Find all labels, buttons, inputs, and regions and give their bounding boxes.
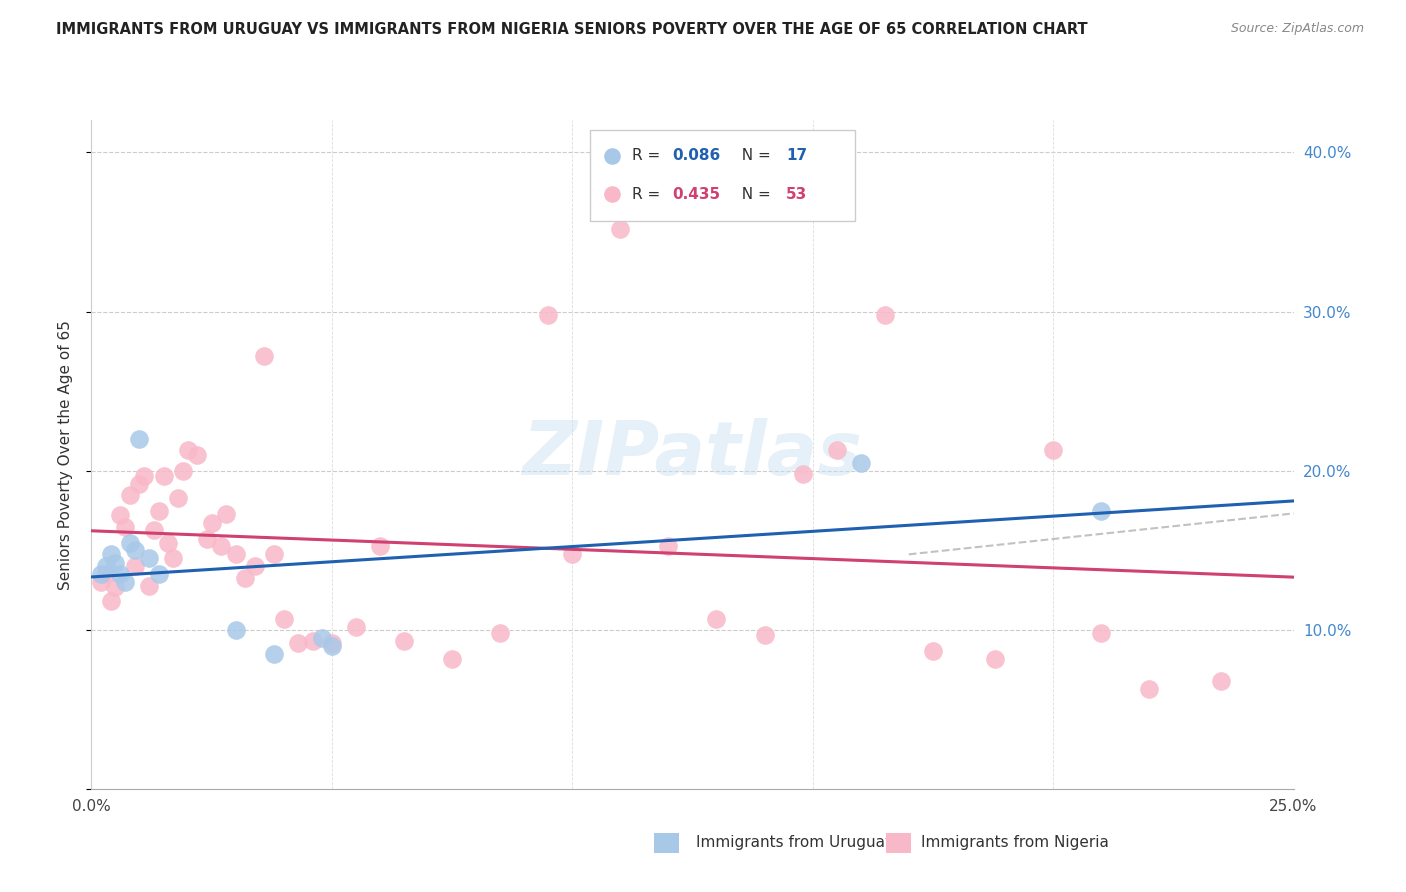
Point — [311, 631, 333, 645]
Point — [225, 547, 247, 561]
Point — [537, 308, 560, 322]
Point — [344, 620, 367, 634]
Point — [706, 612, 728, 626]
Point — [167, 491, 190, 505]
Y-axis label: Seniors Poverty Over the Age of 65: Seniors Poverty Over the Age of 65 — [58, 320, 73, 590]
Point — [1211, 674, 1233, 689]
Point — [186, 448, 208, 462]
Point — [142, 523, 165, 537]
Point — [225, 623, 247, 637]
Text: R =: R = — [633, 186, 665, 202]
Point — [110, 508, 132, 523]
Point — [114, 575, 136, 590]
Point — [849, 456, 872, 470]
Point — [873, 308, 896, 322]
Point — [128, 476, 150, 491]
Point — [152, 468, 174, 483]
Point — [100, 547, 122, 561]
Point — [321, 639, 343, 653]
Point — [176, 443, 198, 458]
Point — [157, 535, 180, 549]
Point — [110, 567, 132, 582]
Point — [90, 575, 112, 590]
Point — [368, 539, 391, 553]
Point — [162, 551, 184, 566]
Point — [172, 464, 194, 478]
Text: N =: N = — [733, 148, 776, 163]
Point — [392, 634, 415, 648]
Point — [148, 503, 170, 517]
Point — [1090, 626, 1112, 640]
Point — [489, 626, 512, 640]
Text: Immigrants from Nigeria: Immigrants from Nigeria — [921, 836, 1109, 850]
Point — [90, 567, 112, 582]
Text: 53: 53 — [786, 186, 807, 202]
Point — [440, 652, 463, 666]
Point — [922, 644, 945, 658]
Point — [609, 221, 631, 235]
Point — [138, 578, 160, 592]
Point — [243, 559, 266, 574]
Point — [561, 547, 583, 561]
Point — [263, 647, 285, 661]
Point — [657, 539, 679, 553]
Point — [263, 547, 285, 561]
Point — [118, 535, 141, 549]
Text: Source: ZipAtlas.com: Source: ZipAtlas.com — [1230, 22, 1364, 36]
Point — [825, 443, 848, 458]
Point — [104, 556, 127, 570]
Point — [1042, 443, 1064, 458]
Point — [301, 634, 323, 648]
Point — [321, 636, 343, 650]
Point — [253, 349, 276, 363]
Point — [287, 636, 309, 650]
Point — [94, 559, 117, 574]
Point — [100, 594, 122, 608]
Point — [94, 567, 117, 582]
Point — [215, 507, 238, 521]
Point — [148, 567, 170, 582]
Point — [273, 612, 295, 626]
Point — [124, 543, 146, 558]
Point — [104, 580, 127, 594]
Text: N =: N = — [733, 186, 776, 202]
Point — [138, 551, 160, 566]
Text: R =: R = — [633, 148, 665, 163]
Point — [754, 628, 776, 642]
Point — [1137, 681, 1160, 696]
Text: 0.435: 0.435 — [672, 186, 720, 202]
Text: 17: 17 — [786, 148, 807, 163]
Point — [1090, 503, 1112, 517]
FancyBboxPatch shape — [591, 130, 855, 220]
Point — [233, 571, 256, 585]
Point — [124, 559, 146, 574]
Point — [128, 432, 150, 446]
Text: ZIPatlas: ZIPatlas — [523, 418, 862, 491]
Point — [114, 519, 136, 533]
Point — [792, 467, 814, 481]
Point — [195, 533, 218, 547]
Text: Immigrants from Uruguay: Immigrants from Uruguay — [696, 836, 894, 850]
Point — [201, 516, 224, 531]
Text: 0.086: 0.086 — [672, 148, 720, 163]
Point — [984, 652, 1007, 666]
Text: IMMIGRANTS FROM URUGUAY VS IMMIGRANTS FROM NIGERIA SENIORS POVERTY OVER THE AGE : IMMIGRANTS FROM URUGUAY VS IMMIGRANTS FR… — [56, 22, 1088, 37]
Point — [118, 488, 141, 502]
Point — [209, 539, 232, 553]
Point — [134, 468, 156, 483]
